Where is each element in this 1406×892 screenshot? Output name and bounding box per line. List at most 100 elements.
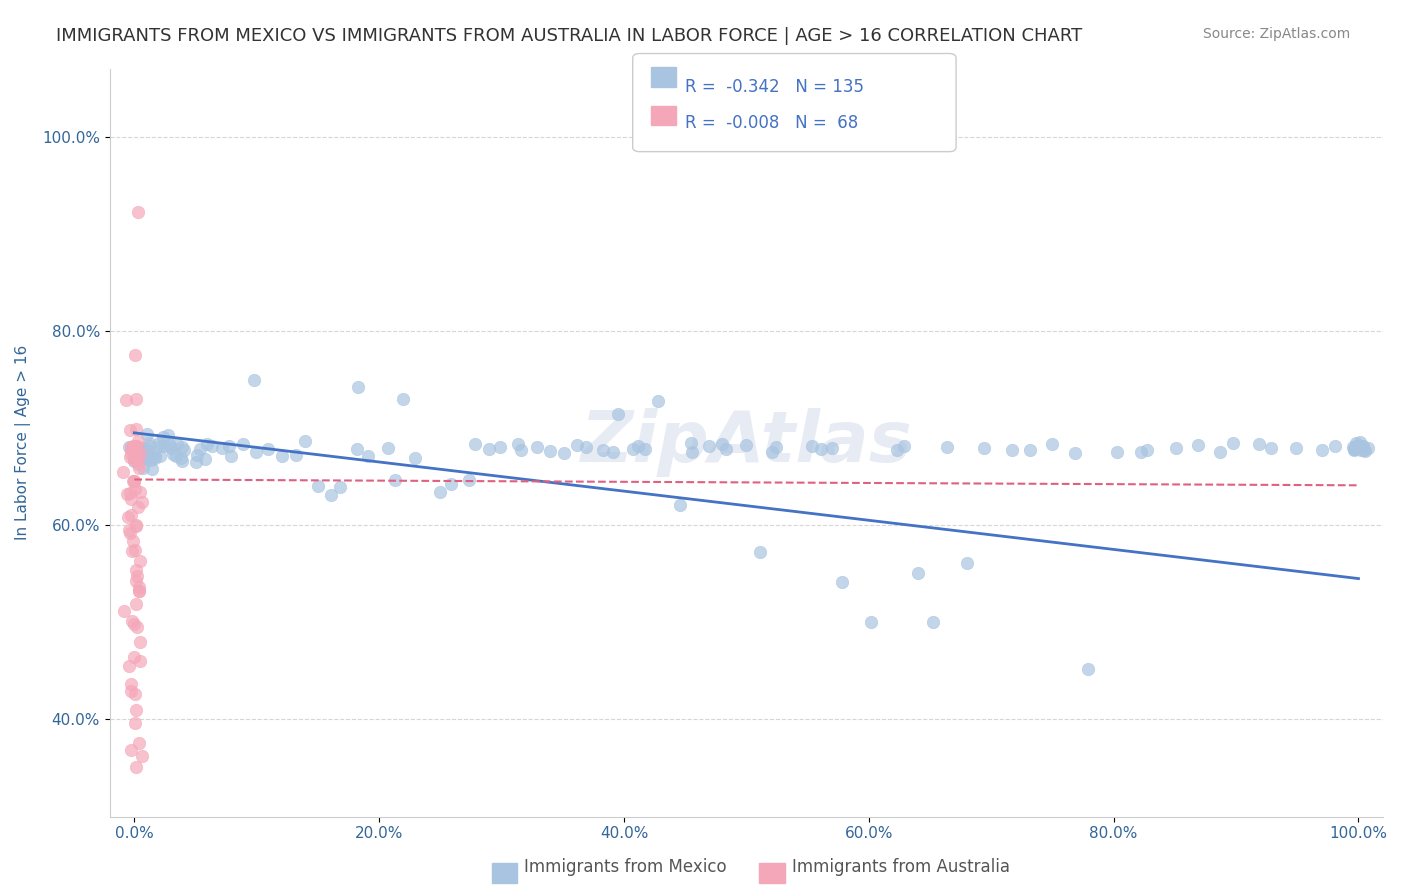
Point bbox=[1209, 445, 1232, 459]
Point bbox=[321, 488, 343, 502]
Text: Source: ZipAtlas.com: Source: ZipAtlas.com bbox=[1202, 27, 1350, 41]
Point bbox=[162, 447, 184, 461]
Point bbox=[1129, 445, 1152, 459]
Point bbox=[1018, 442, 1040, 457]
Point bbox=[1077, 662, 1099, 676]
Point bbox=[120, 525, 142, 540]
Point bbox=[1346, 436, 1368, 450]
Point bbox=[128, 635, 150, 649]
Point bbox=[136, 450, 159, 465]
Point bbox=[124, 438, 146, 452]
Point bbox=[120, 424, 142, 438]
Point bbox=[1353, 442, 1375, 457]
Point bbox=[152, 430, 174, 444]
Text: IMMIGRANTS FROM MEXICO VS IMMIGRANTS FROM AUSTRALIA IN LABOR FORCE | AGE > 16 CO: IMMIGRANTS FROM MEXICO VS IMMIGRANTS FRO… bbox=[56, 27, 1083, 45]
Point bbox=[607, 408, 630, 422]
Point bbox=[1136, 443, 1159, 458]
Point bbox=[627, 439, 650, 453]
Point bbox=[120, 442, 142, 456]
Point bbox=[125, 562, 148, 576]
Point bbox=[1343, 442, 1365, 456]
Point bbox=[124, 448, 146, 462]
Point bbox=[669, 499, 692, 513]
Point bbox=[681, 445, 703, 459]
Point bbox=[117, 523, 139, 537]
Point bbox=[800, 440, 823, 454]
Point bbox=[232, 437, 254, 451]
Point bbox=[831, 575, 853, 590]
Point bbox=[195, 437, 218, 451]
Point bbox=[120, 676, 142, 690]
Point bbox=[118, 659, 141, 673]
Point bbox=[1351, 439, 1374, 453]
Point bbox=[143, 450, 166, 465]
Point bbox=[1064, 446, 1087, 460]
Point bbox=[936, 440, 959, 454]
Text: Immigrants from Australia: Immigrants from Australia bbox=[792, 858, 1010, 876]
Point bbox=[621, 442, 644, 456]
Point bbox=[124, 760, 146, 774]
Point bbox=[127, 205, 149, 219]
Point bbox=[973, 442, 995, 456]
Point bbox=[1164, 441, 1187, 455]
Point bbox=[553, 446, 575, 460]
Point bbox=[392, 392, 415, 407]
Point bbox=[121, 439, 143, 453]
Point bbox=[697, 439, 720, 453]
Point bbox=[132, 442, 155, 456]
Point bbox=[127, 500, 149, 515]
Point bbox=[136, 445, 159, 459]
Point bbox=[128, 583, 150, 598]
Point bbox=[1343, 442, 1365, 457]
Point bbox=[172, 453, 194, 467]
Point bbox=[538, 443, 561, 458]
Point bbox=[860, 615, 883, 630]
Point bbox=[122, 474, 145, 488]
Point bbox=[245, 444, 267, 458]
Point bbox=[118, 450, 141, 464]
Point bbox=[429, 485, 451, 500]
Point bbox=[127, 451, 149, 466]
Point bbox=[121, 544, 143, 558]
Point bbox=[136, 427, 159, 442]
Point bbox=[141, 462, 163, 476]
Point bbox=[810, 442, 832, 456]
Point bbox=[1187, 438, 1209, 452]
Point bbox=[120, 486, 142, 500]
Point bbox=[194, 452, 217, 467]
Point bbox=[128, 580, 150, 594]
Point bbox=[131, 495, 153, 509]
Point bbox=[120, 743, 142, 757]
Point bbox=[125, 422, 148, 436]
Point bbox=[122, 474, 145, 488]
Point bbox=[186, 448, 208, 462]
Point bbox=[186, 455, 208, 469]
Point bbox=[1222, 435, 1244, 450]
Point bbox=[129, 554, 152, 568]
Point bbox=[1350, 442, 1372, 457]
Point bbox=[129, 484, 152, 499]
Point bbox=[679, 436, 702, 450]
Point bbox=[124, 483, 146, 497]
Point bbox=[124, 715, 146, 730]
Point bbox=[125, 446, 148, 460]
Point bbox=[575, 440, 598, 454]
Text: R =  -0.008   N =  68: R = -0.008 N = 68 bbox=[685, 114, 858, 132]
Point bbox=[125, 447, 148, 461]
Point bbox=[478, 442, 501, 456]
Point bbox=[124, 616, 146, 631]
Point bbox=[218, 439, 240, 453]
Point bbox=[602, 445, 624, 459]
Point bbox=[565, 437, 588, 451]
Text: Immigrants from Mexico: Immigrants from Mexico bbox=[524, 858, 727, 876]
Point bbox=[124, 543, 146, 558]
Point bbox=[125, 441, 148, 455]
Point bbox=[122, 533, 145, 548]
Point bbox=[124, 454, 146, 468]
Point bbox=[956, 556, 979, 570]
Point bbox=[1347, 440, 1369, 454]
Point bbox=[440, 476, 463, 491]
Point bbox=[188, 442, 211, 456]
Point bbox=[761, 445, 783, 459]
Point bbox=[120, 683, 142, 698]
